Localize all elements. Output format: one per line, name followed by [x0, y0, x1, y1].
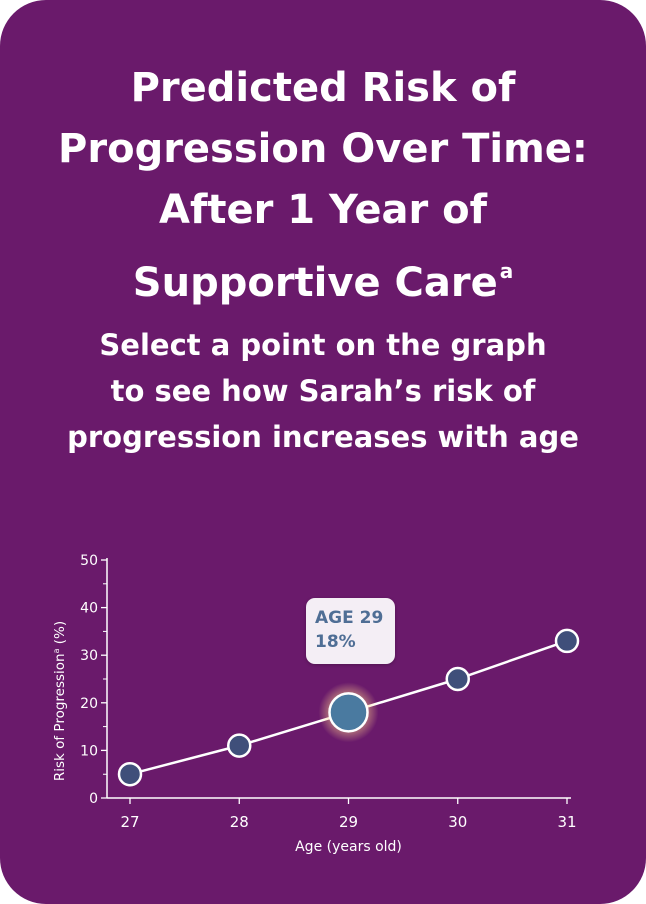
- y-tick-label: 50: [80, 553, 98, 569]
- title-line-1: Predicted Risk of: [130, 65, 516, 111]
- tooltip-age: AGE 29: [315, 608, 384, 628]
- title-line-4-text: Supportive Care: [132, 260, 498, 306]
- x-tick-label: 31: [557, 813, 576, 831]
- y-tick-label: 30: [80, 648, 98, 664]
- data-point[interactable]: [445, 666, 470, 692]
- x-axis-title: Age (years old): [295, 839, 402, 855]
- data-point[interactable]: [554, 628, 580, 654]
- y-tick-label: 40: [80, 601, 98, 617]
- data-point[interactable]: [117, 761, 143, 787]
- y-tick-label: 10: [80, 743, 98, 759]
- y-axis-title: Risk of Progressiona (%): [52, 621, 68, 781]
- title-line-4: Supportive Care a: [20, 241, 626, 314]
- risk-line-chart: 0 10 20 30 40 50 27 28 29 30 31 Age (years old) Risk…: [52, 553, 580, 855]
- x-tick-label: 30: [448, 813, 467, 831]
- x-tick-label: 29: [339, 813, 358, 831]
- card-title: Predicted Risk of Progression Over Time:…: [20, 58, 626, 314]
- instruction-line-3: progression increases with age: [67, 420, 579, 454]
- selected-data-point[interactable]: [328, 692, 369, 733]
- title-footnote-marker: a: [499, 259, 514, 283]
- card-instructions: Select a point on the graph to see how S…: [20, 322, 626, 460]
- y-axis-title-text: Risk of Progression: [52, 653, 68, 781]
- selected-point-tooltip: AGE 29 18%: [306, 598, 395, 664]
- x-tick-label: 27: [120, 813, 139, 831]
- instruction-line-1: Select a point on the graph: [99, 328, 547, 362]
- y-tick-label: 0: [89, 791, 98, 807]
- y-axis-title-unit: (%): [52, 621, 68, 649]
- title-line-3: After 1 Year of: [159, 187, 487, 233]
- data-point[interactable]: [227, 733, 252, 758]
- y-axis-title-footnote-marker: a: [52, 648, 61, 653]
- instruction-line-2: to see how Sarah’s risk of: [110, 374, 536, 408]
- title-line-2: Progression Over Time:: [58, 126, 588, 172]
- x-tick-label: 28: [230, 813, 249, 831]
- tooltip-value: 18%: [315, 632, 356, 652]
- y-tick-label: 20: [80, 696, 98, 712]
